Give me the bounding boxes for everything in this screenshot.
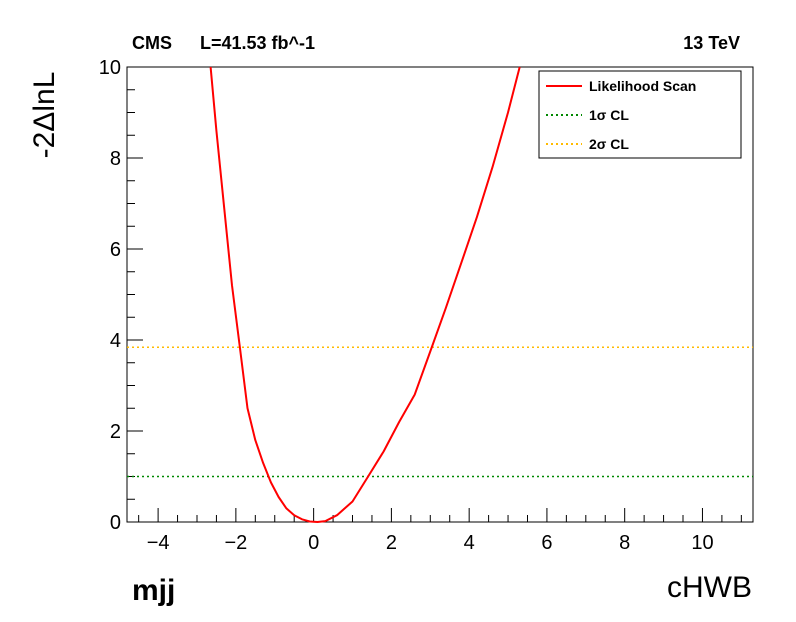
- axis-ticks: [127, 66, 742, 523]
- y-tick-label: 4: [110, 330, 121, 352]
- legend: Likelihood Scan 1σ CL 2σ CL: [538, 70, 742, 159]
- x-tick-label: 4: [464, 532, 475, 554]
- legend-label-1sigma: 1σ CL: [589, 107, 629, 123]
- x-tick-label: 6: [541, 532, 552, 554]
- legend-label-likelihood: Likelihood Scan: [589, 78, 696, 94]
- x-tick-label: 2: [386, 532, 397, 554]
- luminosity-label: L=41.53 fb^-1: [200, 33, 315, 53]
- x-tick-label: −2: [224, 532, 247, 554]
- y-tick-label: 8: [110, 148, 121, 170]
- corner-label: mjj: [132, 574, 175, 607]
- x-tick-label: −4: [147, 532, 170, 554]
- y-tick-label: 0: [110, 512, 121, 534]
- energy-label: 13 TeV: [683, 33, 740, 53]
- x-tick-labels: −4 −2 0 2 4 6 8 10: [147, 532, 714, 554]
- likelihood-curve: [209, 66, 521, 523]
- y-tick-label: 6: [110, 239, 121, 261]
- x-tick-label: 0: [308, 532, 319, 554]
- experiment-label: CMS: [132, 33, 172, 53]
- y-axis-title: -2ΔlnL: [28, 72, 61, 159]
- x-tick-label: 8: [619, 532, 630, 554]
- y-tick-label: 2: [110, 421, 121, 443]
- x-axis-title: cHWB: [667, 571, 752, 604]
- x-tick-label: 10: [691, 532, 713, 554]
- series-layer: [127, 66, 753, 523]
- legend-label-2sigma: 2σ CL: [589, 136, 629, 152]
- y-tick-label: 10: [99, 57, 121, 79]
- y-tick-labels: 0 2 4 6 8 10: [99, 57, 121, 534]
